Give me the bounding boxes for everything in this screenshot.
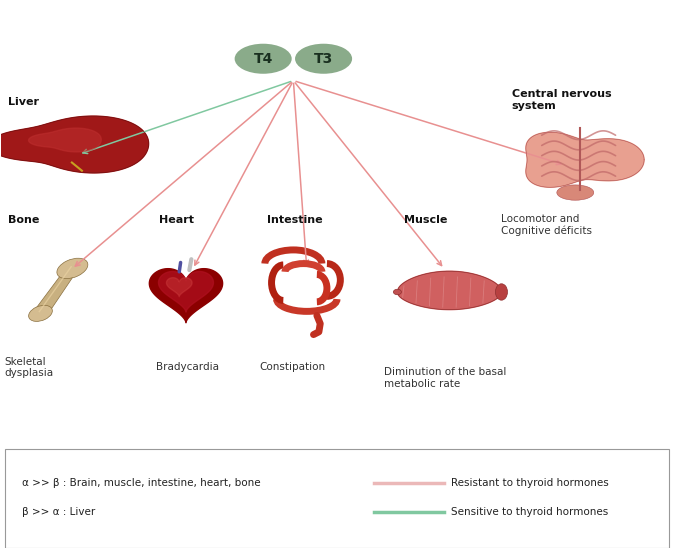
Polygon shape [0, 116, 148, 173]
Ellipse shape [557, 185, 594, 200]
Text: T3: T3 [314, 52, 333, 66]
Text: Bone: Bone [8, 215, 40, 225]
Ellipse shape [495, 284, 508, 300]
Ellipse shape [394, 289, 402, 295]
Text: α >> β : Brain, muscle, intestine, heart, bone: α >> β : Brain, muscle, intestine, heart… [22, 478, 260, 488]
Polygon shape [36, 264, 75, 319]
Polygon shape [398, 271, 501, 310]
Ellipse shape [235, 44, 292, 74]
Text: β >> α : Liver: β >> α : Liver [22, 507, 95, 517]
Polygon shape [150, 268, 222, 323]
Polygon shape [158, 272, 214, 312]
Polygon shape [526, 132, 644, 187]
Text: Bradycardia: Bradycardia [156, 362, 219, 372]
Text: Skeletal
dysplasia: Skeletal dysplasia [5, 356, 54, 378]
Text: Constipation: Constipation [259, 362, 326, 372]
Text: T4: T4 [253, 52, 273, 66]
Text: Central nervous
system: Central nervous system [512, 89, 611, 110]
Text: Heart: Heart [159, 215, 194, 225]
Ellipse shape [28, 305, 53, 321]
Text: Resistant to thyroid hormones: Resistant to thyroid hormones [451, 478, 609, 488]
Text: Diminution of the basal
metabolic rate: Diminution of the basal metabolic rate [384, 367, 506, 389]
Text: Locomotor and
Cognitive déficits: Locomotor and Cognitive déficits [501, 214, 592, 237]
Text: Intestine: Intestine [266, 215, 322, 225]
FancyBboxPatch shape [5, 449, 669, 547]
Ellipse shape [57, 258, 88, 278]
Text: Muscle: Muscle [404, 215, 448, 225]
Text: Liver: Liver [8, 97, 39, 108]
Polygon shape [166, 278, 192, 296]
Polygon shape [28, 128, 101, 152]
Text: Sensitive to thyroid hormones: Sensitive to thyroid hormones [451, 507, 609, 517]
Ellipse shape [295, 44, 352, 74]
